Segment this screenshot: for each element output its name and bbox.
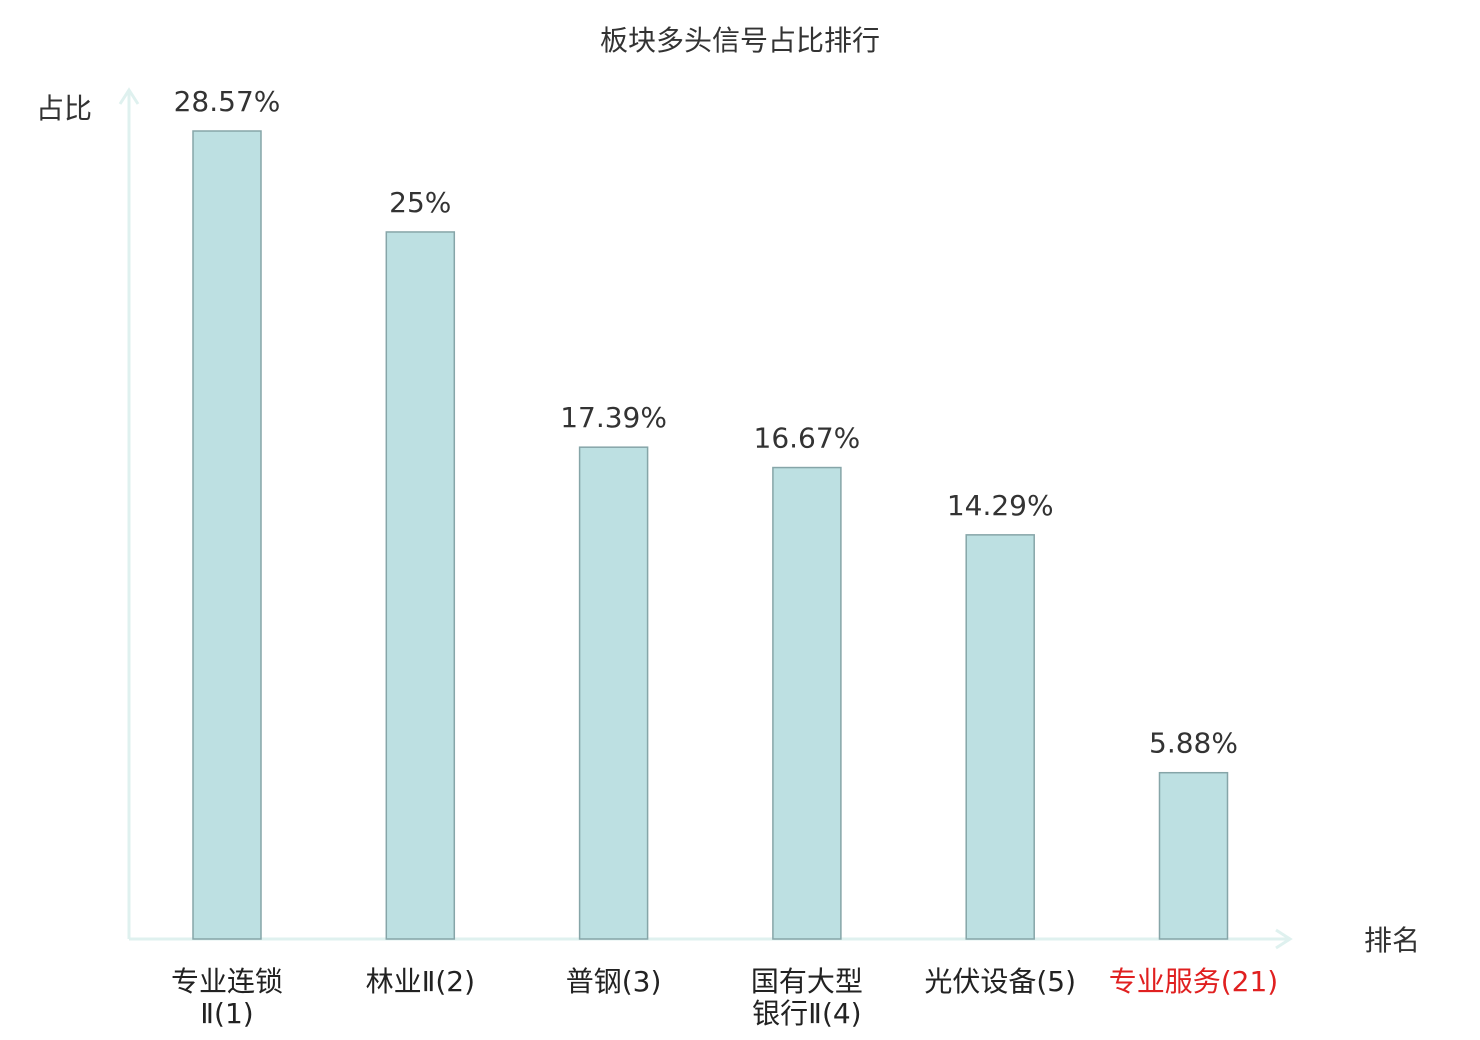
- x-tick-label: 专业连锁 Ⅱ(1): [170, 965, 283, 1030]
- value-label: 14.29%: [947, 489, 1054, 522]
- value-label: 25%: [389, 186, 451, 219]
- bar: [965, 534, 1035, 940]
- bar: [192, 130, 262, 940]
- y-axis-label: 占比: [36, 92, 92, 125]
- bar: [772, 466, 842, 940]
- value-label: 5.88%: [1149, 727, 1238, 760]
- x-axis-arrow: [1275, 928, 1293, 950]
- bar: [578, 446, 649, 940]
- x-tick-label: 光伏设备(5): [924, 965, 1077, 998]
- bar: [1158, 771, 1229, 940]
- x-tick-label: 国有大型 银行Ⅱ(4): [750, 965, 863, 1030]
- chart-title: 板块多头信号占比排行: [600, 24, 880, 57]
- x-tick-label: 林业Ⅱ(2): [365, 965, 476, 998]
- x-axis-label: 排名: [1364, 924, 1420, 957]
- x-tick-label: 专业服务(21): [1108, 965, 1279, 998]
- x-tick-label: 普钢(3): [565, 965, 662, 998]
- value-label: 28.57%: [174, 85, 281, 118]
- bar: [385, 231, 456, 940]
- y-axis-arrow: [118, 87, 140, 105]
- value-label: 17.39%: [560, 401, 667, 434]
- value-label: 16.67%: [754, 422, 861, 455]
